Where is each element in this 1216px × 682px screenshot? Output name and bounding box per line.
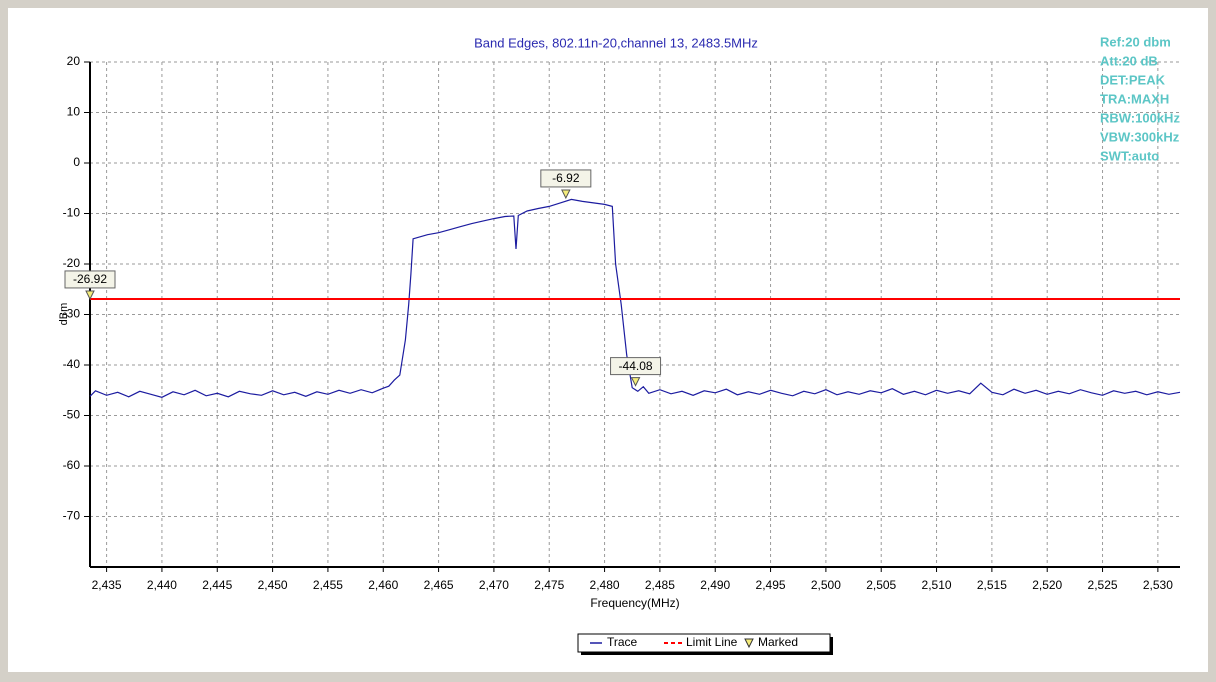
info-text: Ref:20 dbm <box>1100 34 1171 49</box>
info-text: SWT:auto <box>1100 148 1159 163</box>
y-tick-label: -10 <box>63 206 81 220</box>
info-text: VBW:300kHz <box>1100 129 1180 144</box>
x-tick-label: 2,495 <box>756 578 786 592</box>
x-tick-label: 2,465 <box>424 578 454 592</box>
marker-label-box <box>610 357 662 376</box>
x-tick-label: 2,530 <box>1143 578 1173 592</box>
x-tick-label: 2,460 <box>368 578 398 592</box>
chart-title: Band Edges, 802.11n-20,channel 13, 2483.… <box>474 35 758 50</box>
x-tick-label: 2,435 <box>92 578 122 592</box>
info-text: DET:PEAK <box>1100 72 1166 87</box>
legend-label: Trace <box>607 635 638 649</box>
y-axis-label: dBm <box>58 303 70 326</box>
panel <box>8 8 1208 672</box>
x-tick-label: 2,450 <box>258 578 288 592</box>
y-tick-label: -50 <box>63 408 81 422</box>
y-tick-label: 10 <box>67 105 81 119</box>
marker-label: -6.92 <box>552 171 580 185</box>
info-text: TRA:MAXH <box>1100 91 1169 106</box>
x-tick-label: 2,475 <box>534 578 564 592</box>
x-tick-label: 2,485 <box>645 578 675 592</box>
legend-label: Marked <box>758 635 798 649</box>
x-tick-label: 2,455 <box>313 578 343 592</box>
x-tick-label: 2,515 <box>977 578 1007 592</box>
marker-label-box <box>64 270 116 289</box>
y-tick-label: -30 <box>63 307 81 321</box>
marker <box>85 290 95 301</box>
x-tick-label: 2,440 <box>147 578 177 592</box>
marker-label: -26.92 <box>73 272 107 286</box>
x-tick-label: 2,470 <box>479 578 509 592</box>
info-text: Att:20 dB <box>1100 53 1158 68</box>
legend-marker-key <box>744 638 754 649</box>
x-tick-label: 2,510 <box>922 578 952 592</box>
y-tick-label: -20 <box>63 256 81 270</box>
x-tick-label: 2,480 <box>590 578 620 592</box>
marker-label: -44.08 <box>619 359 653 373</box>
trace-line <box>89 198 1181 398</box>
x-axis-label: Frequency(MHz) <box>590 596 679 610</box>
legend-box <box>577 633 831 653</box>
y-tick-label: 20 <box>67 54 81 68</box>
y-tick-label: -70 <box>63 509 81 523</box>
legend-label: Limit Line <box>686 635 738 649</box>
x-tick-label: 2,490 <box>700 578 730 592</box>
y-tick-label: 0 <box>73 155 80 169</box>
marker <box>630 377 641 387</box>
marker <box>561 189 571 200</box>
y-tick-label: -60 <box>63 458 81 472</box>
y-tick-label: -40 <box>63 357 81 371</box>
x-tick-label: 2,520 <box>1032 578 1062 592</box>
x-tick-label: 2,505 <box>866 578 896 592</box>
info-text: RBW:100kHz <box>1100 110 1180 125</box>
x-tick-label: 2,445 <box>202 578 232 592</box>
x-tick-label: 2,525 <box>1088 578 1118 592</box>
x-tick-label: 2,500 <box>811 578 841 592</box>
marker-label-box <box>540 169 592 188</box>
